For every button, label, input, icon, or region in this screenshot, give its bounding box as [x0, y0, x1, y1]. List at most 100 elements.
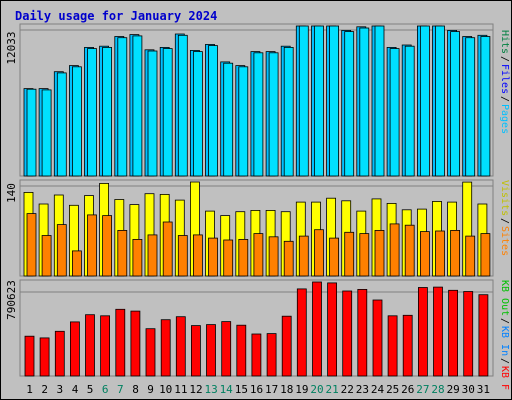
- bottom-bar-kb-f-day-11: [175, 316, 186, 377]
- middle-bar-sites-day-7: [117, 229, 128, 277]
- x-tick-label-day-25: 25: [386, 383, 399, 396]
- top-bar-files-day-25: [389, 48, 400, 177]
- middle-bar-sites-day-21: [329, 237, 340, 277]
- bottom-bar-kb-f-day-8: [130, 310, 141, 377]
- middle-legend-visits: Visits: [499, 180, 510, 216]
- x-tick-label-day-31: 31: [477, 383, 490, 396]
- top-bar-files-day-14: [223, 62, 234, 177]
- x-tick-label-day-18: 18: [280, 383, 293, 396]
- top-bar-files-day-1: [26, 88, 37, 177]
- middle-bar-sites-day-24: [374, 229, 385, 277]
- middle-bar-sites-day-8: [132, 238, 143, 277]
- x-tick-label-day-2: 2: [41, 383, 48, 396]
- bottom-bar-kb-f-day-25: [387, 315, 398, 377]
- middle-bar-sites-day-1: [26, 213, 37, 277]
- top-bar-files-day-20: [314, 25, 324, 177]
- middle-bar-sites-day-6: [102, 215, 112, 277]
- x-tick-label-day-23: 23: [356, 383, 369, 396]
- bottom-bar-kb-f-day-22: [342, 290, 353, 377]
- middle-bar-sites-day-12: [192, 234, 203, 277]
- bottom-bar-kb-f-day-31: [478, 294, 489, 377]
- x-tick-label-day-11: 11: [174, 383, 187, 396]
- bottom-legend-kb-out: KB Out: [499, 280, 510, 316]
- x-tick-label-day-13: 13: [204, 383, 217, 396]
- x-tick-label-day-10: 10: [159, 383, 172, 396]
- middle-bar-sites-day-28: [435, 230, 445, 277]
- bottom-legend-kb-f: KB F: [499, 366, 510, 390]
- x-tick-label-day-22: 22: [341, 383, 354, 396]
- x-tick-label-day-3: 3: [56, 383, 63, 396]
- bottom-bar-kb-f-day-29: [448, 289, 459, 377]
- bottom-bar-kb-f-day-19: [296, 288, 307, 377]
- middle-bar-sites-day-31: [480, 233, 491, 277]
- top-bar-files-day-10: [162, 48, 173, 177]
- middle-bar-sites-day-25: [389, 223, 400, 277]
- top-bar-files-day-5: [87, 48, 97, 177]
- top-bar-files-day-7: [117, 37, 128, 177]
- bottom-bar-kb-f-day-23: [357, 288, 368, 377]
- x-tick-label-day-6: 6: [102, 383, 109, 396]
- middle-bar-sites-day-10: [162, 221, 173, 277]
- x-tick-label-day-29: 29: [447, 383, 460, 396]
- bottom-bar-kb-f-day-27: [417, 287, 428, 377]
- chart-title: Daily usage for January 2024: [15, 9, 217, 23]
- top-bar-files-day-4: [72, 66, 82, 177]
- middle-bar-sites-day-5: [87, 214, 97, 277]
- middle-bar-sites-day-18: [283, 240, 294, 277]
- top-legend-files: Files: [499, 64, 510, 94]
- top-bar-files-day-15: [238, 66, 249, 177]
- bottom-bar-kb-f-day-1: [24, 335, 35, 377]
- middle-bar-sites-day-11: [177, 235, 188, 277]
- top-bar-files-day-12: [192, 51, 203, 177]
- bottom-legend-separator: /: [499, 358, 510, 364]
- top-bar-files-day-18: [283, 47, 294, 177]
- x-axis-labels: 1 2 3 4 5 6 7 8 9 10 11 12 13 14 15 16 17 18 19 20 21 22 23 24 2…: [26, 383, 490, 396]
- top-bar-files-day-3: [56, 72, 67, 177]
- x-tick-label-day-30: 30: [462, 383, 475, 396]
- bottom-bar-kb-f-day-28: [433, 286, 443, 377]
- bottom-bar-kb-f-day-7: [115, 308, 126, 377]
- middle-bar-sites-day-3: [56, 224, 67, 277]
- bottom-bar-kb-f-day-18: [281, 315, 292, 377]
- top-bar-files-day-6: [102, 47, 112, 177]
- x-tick-label-day-26: 26: [401, 383, 414, 396]
- middle-bar-sites-day-9: [147, 234, 158, 277]
- bottom-bar-kb-f-day-6: [100, 315, 110, 377]
- bottom-bar-kb-f-day-17: [266, 333, 277, 377]
- bottom-bar-kb-f-day-12: [190, 325, 201, 377]
- bottom-bar-kb-f-day-9: [145, 328, 156, 377]
- middle-bar-sites-day-19: [298, 235, 309, 277]
- bottom-bar-kb-f-day-24: [372, 299, 383, 377]
- middle-bar-sites-day-14: [223, 239, 234, 277]
- x-tick-label-day-12: 12: [189, 383, 202, 396]
- bottom-bar-kb-f-day-3: [54, 330, 65, 377]
- x-tick-label-day-19: 19: [295, 383, 308, 396]
- top-bar-files-day-26: [404, 45, 415, 177]
- middle-bar-sites-day-26: [404, 224, 415, 277]
- bottom-bar-kb-f-day-14: [221, 321, 232, 377]
- x-tick-label-day-28: 28: [431, 383, 444, 396]
- bottom-panel-max-label: 790623: [5, 280, 18, 320]
- bottom-legend-kb-in: KB In: [499, 326, 510, 356]
- bottom-bar-kb-f-day-13: [206, 324, 216, 377]
- bar-groups: [20, 25, 493, 377]
- top-bar-files-day-16: [253, 52, 264, 177]
- bottom-bar-kb-f-day-20: [312, 281, 322, 377]
- top-bar-files-day-17: [268, 52, 279, 177]
- middle-bar-sites-day-4: [72, 250, 82, 277]
- top-bar-files-day-2: [41, 89, 52, 177]
- top-bar-files-day-30: [465, 37, 476, 177]
- top-legend-pages: Pages: [499, 104, 510, 134]
- bottom-bar-kb-f-day-15: [236, 324, 247, 377]
- middle-bar-sites-day-29: [450, 229, 461, 277]
- top-legend-hits: Hits: [499, 30, 510, 54]
- bottom-bar-kb-f-day-21: [327, 282, 338, 377]
- x-tick-label-day-21: 21: [325, 383, 338, 396]
- top-bar-files-day-22: [344, 31, 355, 177]
- middle-bar-sites-day-17: [268, 236, 279, 277]
- x-tick-label-day-5: 5: [87, 383, 94, 396]
- x-tick-label-day-8: 8: [132, 383, 139, 396]
- bottom-bar-kb-f-day-5: [85, 314, 95, 377]
- top-bar-files-day-28: [435, 25, 445, 177]
